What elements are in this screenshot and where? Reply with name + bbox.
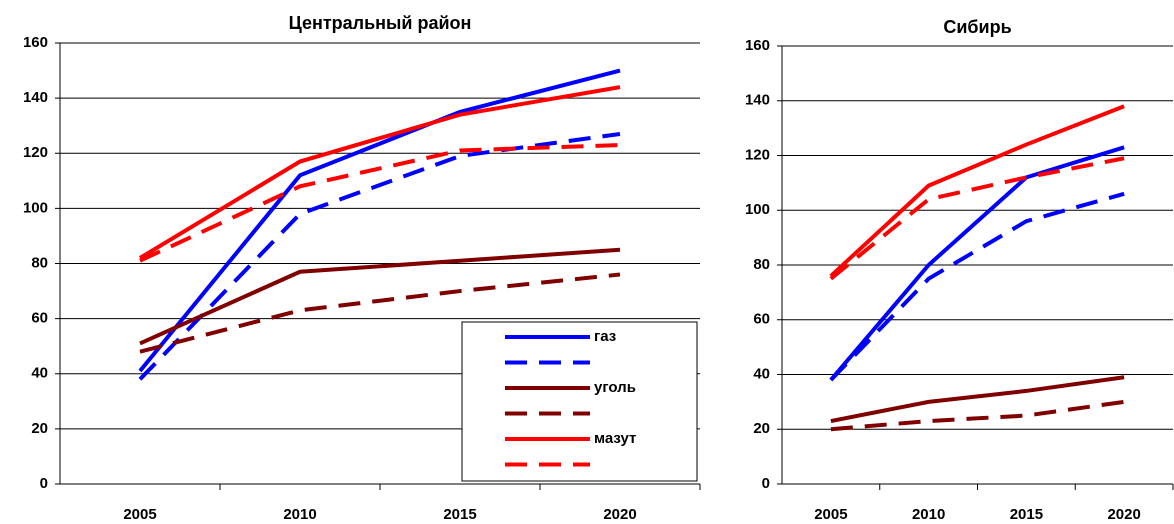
y-tick-label: 40 — [31, 365, 48, 382]
x-tick-label: 2020 — [1107, 506, 1140, 523]
legend-label: уголь — [594, 379, 636, 396]
y-tick-label: 0 — [40, 475, 48, 492]
y-tick-label: 80 — [753, 256, 770, 273]
chart-title: Сибирь — [943, 17, 1011, 37]
series-line — [138, 68, 621, 373]
y-tick-label: 120 — [745, 146, 770, 163]
x-tick-label: 2005 — [814, 506, 847, 523]
y-tick-label: 160 — [23, 34, 48, 51]
series-line — [829, 145, 1125, 382]
y-tick-label: 100 — [745, 201, 770, 218]
series-line — [830, 375, 1125, 424]
series-line — [139, 247, 621, 346]
series-line — [138, 131, 621, 381]
y-tick-label: 80 — [31, 254, 48, 271]
y-tick-label: 20 — [753, 420, 770, 437]
x-tick-label: 2015 — [443, 506, 476, 523]
x-tick-label: 2020 — [603, 506, 636, 523]
y-tick-label: 100 — [23, 199, 48, 216]
series-line — [830, 399, 1125, 432]
legend-label: мазут — [594, 430, 636, 447]
chart-title: Центральный район — [289, 13, 472, 33]
y-tick-label: 0 — [762, 475, 770, 492]
x-tick-label: 2010 — [912, 506, 945, 523]
series-line — [139, 272, 621, 354]
x-tick-label: 2005 — [123, 506, 156, 523]
series-line — [138, 85, 621, 260]
y-tick-label: 120 — [23, 144, 48, 161]
y-tick-label: 40 — [753, 365, 770, 382]
y-tick-label: 140 — [745, 92, 770, 109]
series-line — [829, 156, 1125, 281]
y-tick-label: 60 — [753, 311, 770, 328]
legend-label: газ — [594, 328, 616, 345]
series-line — [829, 104, 1125, 278]
x-tick-label: 2010 — [283, 506, 316, 523]
series-line — [829, 191, 1125, 382]
y-tick-label: 20 — [31, 420, 48, 437]
x-tick-label: 2015 — [1010, 506, 1043, 523]
y-tick-label: 60 — [31, 310, 48, 327]
y-tick-label: 160 — [745, 37, 770, 54]
y-tick-label: 140 — [23, 89, 48, 106]
legend-box — [461, 321, 698, 482]
series-line — [139, 142, 621, 263]
